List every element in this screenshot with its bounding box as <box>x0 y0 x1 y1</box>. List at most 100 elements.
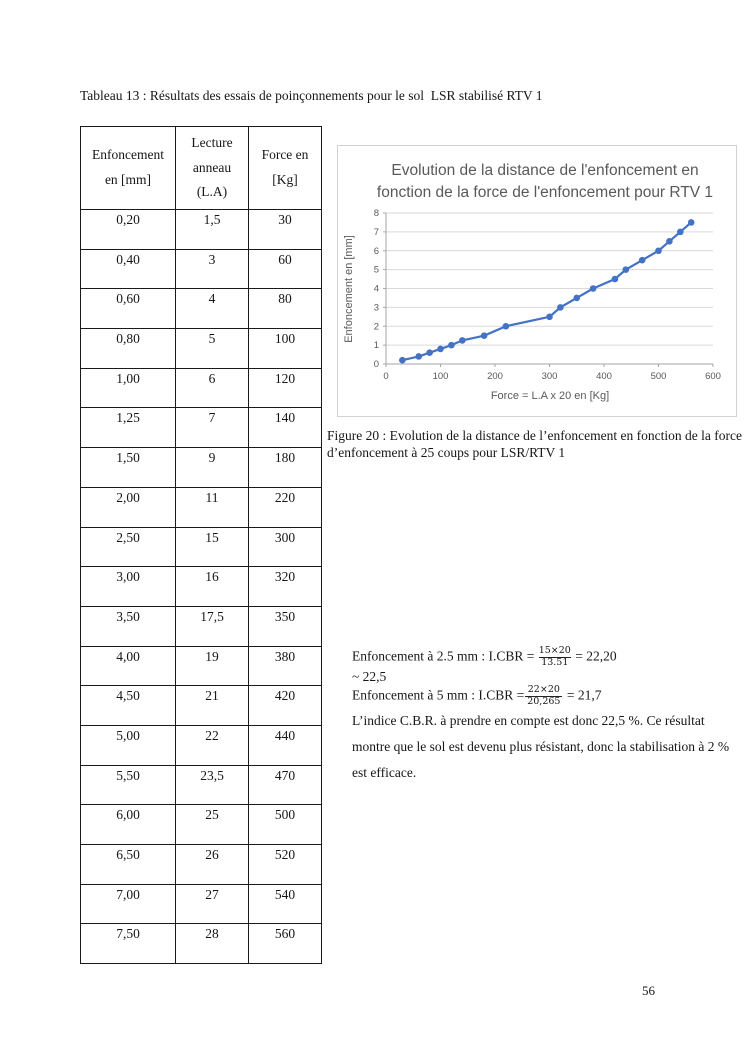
y-tick-label: 6 <box>374 246 379 257</box>
chart-title-line1: Evolution de la distance de l'enfoncemen… <box>391 162 698 179</box>
table-row: 0,80 5 100 <box>80 328 322 369</box>
x-tick-label: 300 <box>542 371 558 382</box>
table-cell: 27 <box>175 883 249 925</box>
table-cell: 60 <box>248 248 322 290</box>
table-cell: 3,50 <box>80 605 176 647</box>
table-cell: 350 <box>248 605 322 647</box>
table-cell: 1,00 <box>80 367 176 409</box>
table-cell: 15 <box>175 526 249 568</box>
table-body: 0,20 1,5 30 0,40 3 60 0,60 4 80 0,80 5 100 1,00 6 120 1… <box>80 209 322 965</box>
table-cell: 560 <box>248 923 322 965</box>
table-cell: 23,5 <box>175 764 249 806</box>
table-cell: 120 <box>248 367 322 409</box>
table-cell: 11 <box>175 486 249 528</box>
line-series: 0 1 2 3 4 5 6 7 8 0 100 200 300 400 500 600 <box>374 208 721 382</box>
table-cell: 7,50 <box>80 923 176 965</box>
table-cell: 300 <box>248 526 322 568</box>
table-cell: 19 <box>175 645 249 687</box>
table-cell: 28 <box>175 923 249 965</box>
table-cell: 5,00 <box>80 724 176 766</box>
fraction-denominator: 20,265 <box>525 695 563 707</box>
y-tick-label: 0 <box>374 359 379 370</box>
x-tick-label: 200 <box>487 371 503 382</box>
formula-prefix: Enfoncement à 5 mm : I.CBR = <box>352 687 525 703</box>
table-row: 0,40 3 60 <box>80 248 322 290</box>
table-cell: 220 <box>248 486 322 528</box>
cbr-formula-2-5mm: Enfoncement à 2.5 mm : I.CBR = 15×20 13.5… <box>352 645 744 669</box>
data-point-marker <box>687 219 695 226</box>
fraction-numerator: 22×20 <box>527 683 560 695</box>
table-cell: 320 <box>248 566 322 607</box>
table-cell: 22 <box>175 724 249 766</box>
y-axis-label: Enfoncement en [mm] <box>343 235 355 343</box>
table-row: 1,50 9 180 <box>80 447 322 488</box>
table-row: 4,00 19 380 <box>80 645 322 687</box>
line-chart: Evolution de la distance de l'enfoncemen… <box>343 162 721 402</box>
table-cell: 2,00 <box>80 486 176 528</box>
column-header: Lecture anneau (L.A) <box>175 126 249 210</box>
table-row: 3,00 16 320 <box>80 566 322 607</box>
fraction: 22×20 20,265 <box>524 683 563 708</box>
table-row: 0,20 1,5 30 <box>80 209 322 250</box>
table-cell: 4,50 <box>80 685 176 726</box>
x-tick-label: 400 <box>596 371 612 382</box>
y-tick-label: 5 <box>374 265 379 276</box>
table-cell: 9 <box>175 447 249 488</box>
data-point-marker <box>677 228 684 236</box>
table-cell: 0,80 <box>80 328 176 369</box>
table-row: 7,50 28 560 <box>80 923 322 965</box>
results-table: Enfoncement en [mm] Lecture anneau (L.A) F… <box>80 126 322 965</box>
table-cell: 6 <box>175 367 249 409</box>
fraction-denominator: 13.51 <box>538 656 571 669</box>
table-cell: 5,50 <box>80 764 176 806</box>
table-cell: 1,50 <box>80 447 176 488</box>
data-point-marker <box>655 247 662 255</box>
table-row: 2,50 15 300 <box>80 526 322 568</box>
y-tick-label: 8 <box>374 208 379 219</box>
table-cell: 500 <box>248 804 322 845</box>
table-cell: 0,60 <box>80 288 176 330</box>
table-row: 5,50 23,5 470 <box>80 764 322 806</box>
table-cell: 520 <box>248 844 322 885</box>
data-point-marker <box>546 313 553 321</box>
data-point-marker <box>573 294 581 302</box>
table-cell: 3,00 <box>80 566 176 607</box>
table-cell: 3 <box>175 248 249 290</box>
data-point-marker <box>557 304 564 311</box>
x-tick-label: 0 <box>383 371 388 382</box>
table-cell: 180 <box>248 447 322 488</box>
table-cell: 100 <box>248 328 322 369</box>
cbr-approx-value: ~ 22,5 <box>352 668 387 684</box>
figure-caption: Figure 20 : Evolution de la distance de … <box>327 428 742 460</box>
data-point-marker <box>589 285 597 292</box>
table-header-row: Enfoncement en [mm] Lecture anneau (L.A) F… <box>80 126 322 210</box>
x-tick-label: 100 <box>433 371 449 382</box>
table-cell: 4,00 <box>80 645 176 687</box>
table-cell: 16 <box>175 566 249 607</box>
table-title: Tableau 13 : Résultats des essais de poi… <box>80 88 543 103</box>
table-row: 1,00 6 120 <box>80 367 322 409</box>
table-row: 6,00 25 500 <box>80 804 322 845</box>
x-axis-label: Force = L.A x 20 en [Kg] <box>491 390 609 402</box>
column-header: Enfoncement en [mm] <box>80 126 176 210</box>
table-cell: 380 <box>248 645 322 687</box>
page-number: 56 <box>642 983 655 998</box>
table-row: 0,60 4 80 <box>80 288 322 330</box>
series-line <box>402 221 692 362</box>
table-cell: 25 <box>175 804 249 845</box>
table-cell: 470 <box>248 764 322 806</box>
column-header: Force en [Kg] <box>248 126 322 210</box>
data-point-marker <box>399 356 406 364</box>
cbr-formula-5mm: Enfoncement à 5 mm : I.CBR = 22×20 20,265 … <box>352 683 744 708</box>
table-cell: 17,5 <box>175 605 249 647</box>
table-row: 2,00 11 220 <box>80 486 322 528</box>
data-point-marker <box>611 275 619 283</box>
y-tick-label: 1 <box>374 340 379 351</box>
x-tick-label: 600 <box>705 371 721 382</box>
table-row: 5,00 22 440 <box>80 724 322 766</box>
cbr-calculations: Enfoncement à 2.5 mm : I.CBR = 15×20 13.5… <box>352 645 744 786</box>
data-point-marker <box>426 349 433 356</box>
table-row: 3,50 17,5 350 <box>80 605 322 647</box>
cbr-conclusion: L’indice C.B.R. à prendre en compte est … <box>352 712 730 780</box>
